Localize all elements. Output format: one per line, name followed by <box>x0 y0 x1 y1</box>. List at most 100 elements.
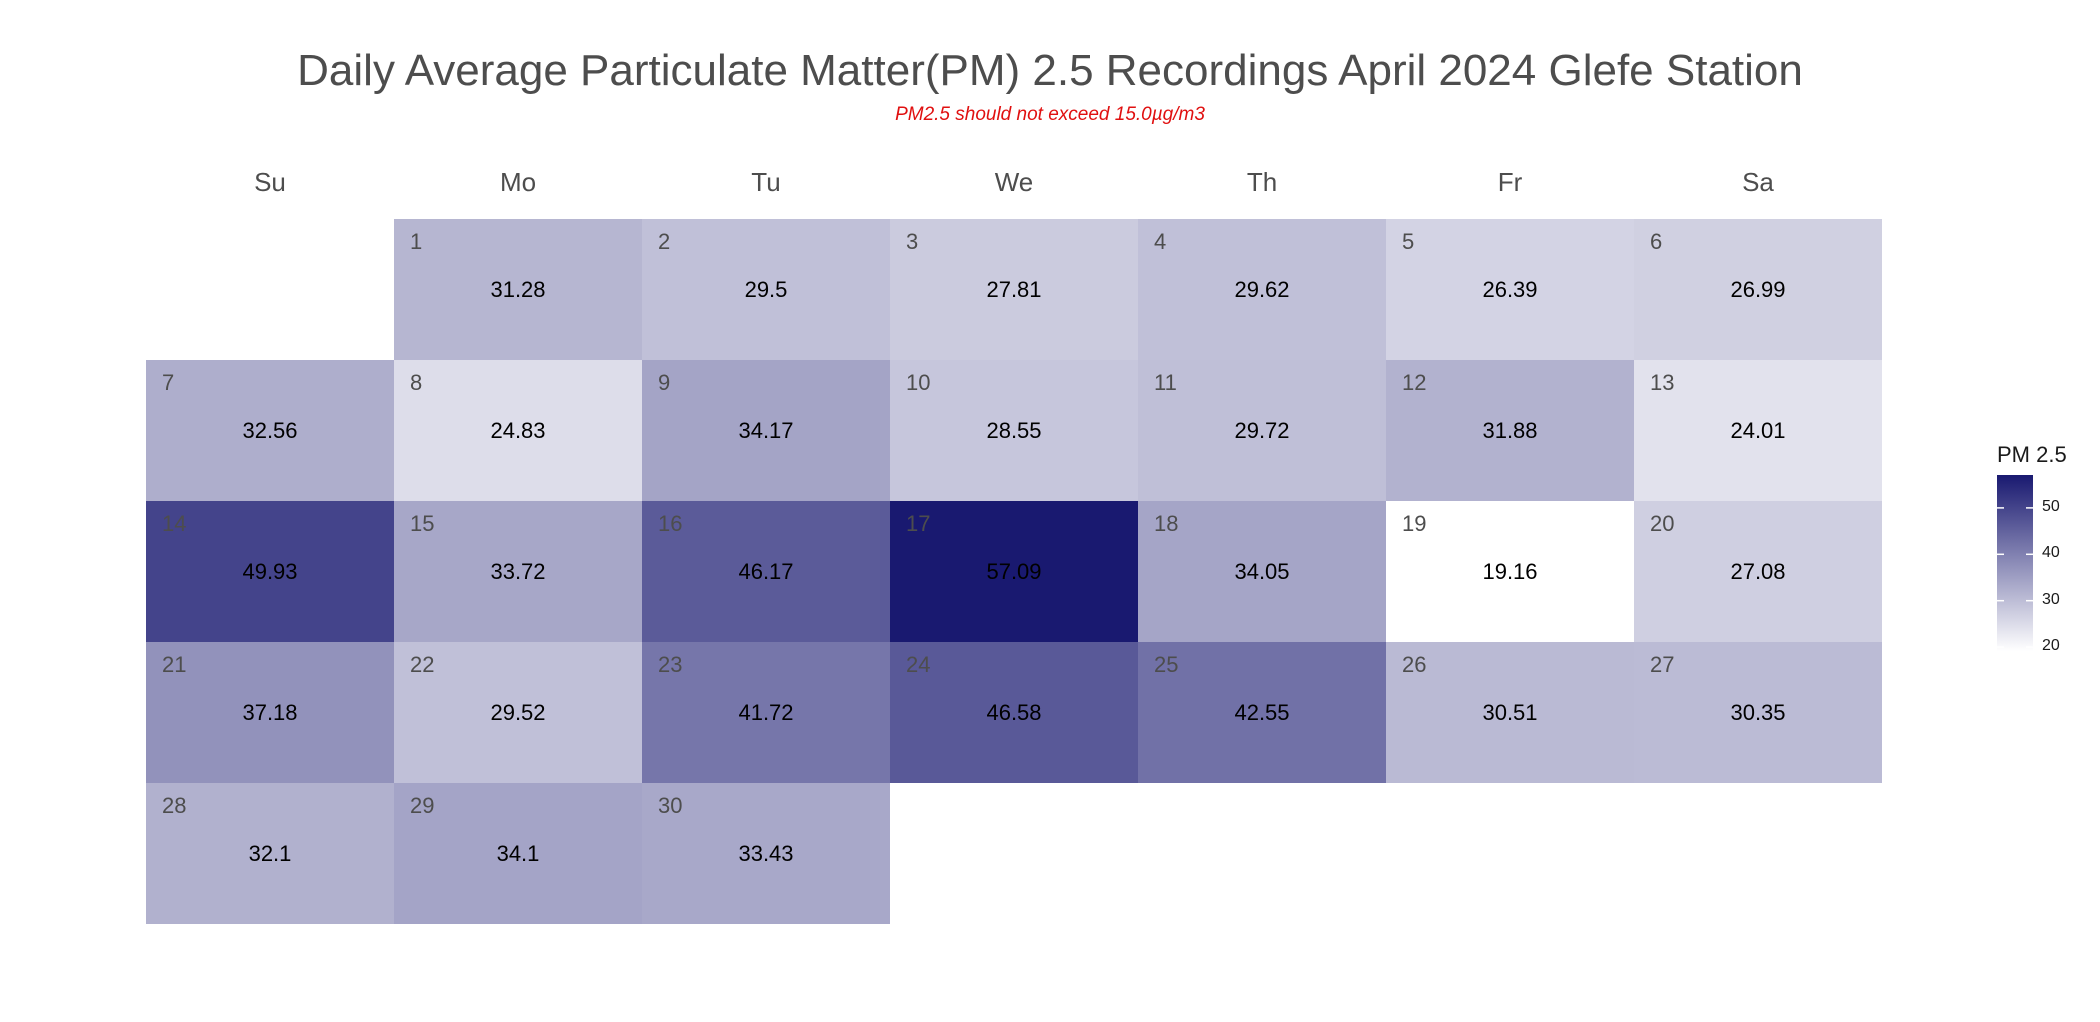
calendar-day-cell: 429.62 <box>1138 219 1386 360</box>
calendar-day-cell: 19 19.16 <box>1386 501 1634 642</box>
day-number: 23 <box>658 652 682 677</box>
calendar-day-cell: 30 33.43 <box>642 783 890 924</box>
day-tile <box>1138 219 1386 360</box>
day-value-label: 37.18 <box>242 700 297 725</box>
day-value-label: 46.58 <box>986 700 1041 725</box>
calendar-day-cell: 824.83 <box>394 360 642 501</box>
weekday-label: Mo <box>500 167 536 197</box>
day-value-label: 32.56 <box>242 418 297 443</box>
day-number: 12 <box>1402 370 1426 395</box>
legend-tick-label: 30 <box>2042 590 2060 608</box>
calendar-day-cell: 10 28.55 <box>890 360 1138 501</box>
day-value-label: 42.55 <box>1234 700 1289 725</box>
calendar-day-cell: 13 24.01 <box>1634 360 1882 501</box>
day-value-label: 19.16 <box>1482 559 1537 584</box>
calendar-day-cell: 29 34.1 <box>394 783 642 924</box>
day-tile <box>394 642 642 783</box>
calendar-day-cell: 22 29.52 <box>394 642 642 783</box>
day-value-label: 29.5 <box>745 277 788 302</box>
day-value-label: 32.1 <box>249 841 292 866</box>
day-number: 1 <box>410 229 422 254</box>
day-number: 2 <box>658 229 670 254</box>
day-tile <box>1634 219 1882 360</box>
calendar-cells: 131.28229.5327.81429.62526.39626.99732.5… <box>146 219 1882 924</box>
calendar-day-cell: 14 49.93 <box>146 501 394 642</box>
day-number: 14 <box>162 511 186 536</box>
day-tile <box>146 360 394 501</box>
day-tile <box>642 501 890 642</box>
day-number: 9 <box>658 370 670 395</box>
day-value-label: 57.09 <box>986 559 1041 584</box>
day-tile <box>1386 501 1634 642</box>
legend-title: PM 2.5 <box>1997 442 2067 467</box>
day-tile <box>642 642 890 783</box>
day-tile <box>890 501 1138 642</box>
day-tile <box>146 642 394 783</box>
calendar-day-cell: 24 46.58 <box>890 642 1138 783</box>
day-value-label: 49.93 <box>242 559 297 584</box>
day-tile <box>642 219 890 360</box>
day-number: 8 <box>410 370 422 395</box>
calendar-day-cell: 626.99 <box>1634 219 1882 360</box>
day-number: 22 <box>410 652 434 677</box>
day-value-label: 24.01 <box>1730 418 1785 443</box>
day-value-label: 29.52 <box>490 700 545 725</box>
legend-color-bar <box>1997 475 2033 651</box>
calendar-day-cell: 229.5 <box>642 219 890 360</box>
day-number: 7 <box>162 370 174 395</box>
calendar-day-cell: 934.17 <box>642 360 890 501</box>
day-tile <box>1138 642 1386 783</box>
weekday-labels: Su Mo Tu We Th Fr Sa <box>254 167 1774 197</box>
day-number: 3 <box>906 229 918 254</box>
day-value-label: 26.99 <box>1730 277 1785 302</box>
weekday-label: We <box>995 167 1034 197</box>
day-number: 11 <box>1154 370 1177 395</box>
day-tile <box>394 360 642 501</box>
day-number: 24 <box>906 652 930 677</box>
calendar-day-cell: 23 41.72 <box>642 642 890 783</box>
day-value-label: 31.88 <box>1482 418 1537 443</box>
day-tile <box>394 219 642 360</box>
day-tile <box>1386 360 1634 501</box>
day-value-label: 27.08 <box>1730 559 1785 584</box>
day-number: 4 <box>1154 229 1166 254</box>
calendar-day-cell: 28 32.1 <box>146 783 394 924</box>
calendar-day-cell: 26 30.51 <box>1386 642 1634 783</box>
day-number: 18 <box>1154 511 1178 536</box>
day-value-label: 34.17 <box>738 418 793 443</box>
day-tile <box>1634 501 1882 642</box>
calendar-day-cell: 17 57.09 <box>890 501 1138 642</box>
day-value-label: 30.51 <box>1482 700 1537 725</box>
day-number: 28 <box>162 793 186 818</box>
calendar-day-cell: 11 29.72 <box>1138 360 1386 501</box>
calendar-day-cell: 18 34.05 <box>1138 501 1386 642</box>
weekday-label: Fr <box>1498 167 1523 197</box>
day-tile <box>146 783 394 924</box>
calendar-day-cell: 25 42.55 <box>1138 642 1386 783</box>
day-value-label: 33.43 <box>738 841 793 866</box>
calendar-day-cell: 131.28 <box>394 219 642 360</box>
day-number: 15 <box>410 511 434 536</box>
day-tile <box>1138 360 1386 501</box>
day-value-label: 24.83 <box>490 418 545 443</box>
weekday-label: Tu <box>751 167 780 197</box>
day-tile <box>1138 501 1386 642</box>
day-number: 29 <box>410 793 434 818</box>
day-number: 10 <box>906 370 930 395</box>
day-value-label: 30.35 <box>1730 700 1785 725</box>
day-tile <box>1634 642 1882 783</box>
calendar-day-cell: 12 31.88 <box>1386 360 1634 501</box>
day-tile <box>890 360 1138 501</box>
day-number: 20 <box>1650 511 1674 536</box>
day-value-label: 34.1 <box>497 841 540 866</box>
day-value-label: 28.55 <box>986 418 1041 443</box>
day-value-label: 34.05 <box>1234 559 1289 584</box>
calendar-day-cell: 15 33.72 <box>394 501 642 642</box>
weekday-label: Th <box>1247 167 1277 197</box>
day-number: 17 <box>906 511 930 536</box>
day-tile <box>146 501 394 642</box>
day-number: 27 <box>1650 652 1674 677</box>
calendar-day-cell: 327.81 <box>890 219 1138 360</box>
weekday-label: Su <box>254 167 286 197</box>
day-number: 21 <box>162 652 186 677</box>
